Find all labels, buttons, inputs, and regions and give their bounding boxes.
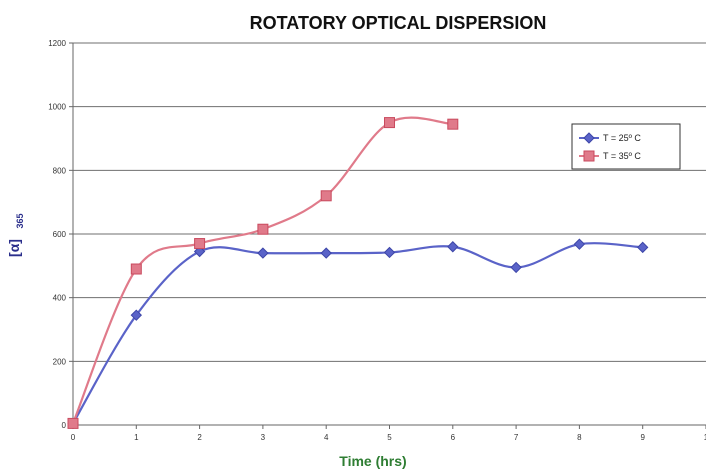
axes: [69, 42, 706, 429]
x-tick-label-9-9: 9: [640, 433, 645, 442]
y-tick-label-200: 200: [53, 357, 67, 366]
legend-label-1: T = 25º C: [603, 133, 641, 143]
legend-label-2: T = 35º C: [603, 151, 641, 161]
grid-lines: [73, 42, 706, 362]
series-1-point-1: [130, 309, 143, 321]
series-1-point-7: [510, 261, 522, 274]
series-2-point-2: [194, 238, 206, 250]
tick-labels: 0 200 400 600 800 1000 1200 0 1 2 3 4 5 6 7 8 9 1: [48, 39, 706, 442]
series-2-point-3: [257, 223, 269, 235]
y-tick-label-600: 600: [53, 230, 67, 239]
x-tick-label-2-2: 2: [197, 433, 202, 442]
series-line-1: [72, 242, 643, 424]
legend-marker-2: [583, 150, 595, 162]
legend: T = 25º C T = 35º C: [571, 123, 681, 170]
y-axis-label-group: [α] 365: [6, 213, 25, 256]
series-2-point-4: [320, 190, 332, 202]
series-2-point-5: [384, 117, 395, 129]
x-tick-label-5-5: 5: [387, 433, 392, 442]
x-tick-label-3-3: 3: [261, 433, 266, 442]
data-series: [67, 116, 649, 430]
series-1-point-5: [383, 246, 396, 259]
chart-title: ROTATORY OPTICAL DISPERSION: [250, 13, 547, 33]
y-tick-label-800: 800: [53, 166, 67, 175]
y-tick-label-400: 400: [53, 294, 67, 303]
series-2-point-1: [130, 263, 142, 275]
x-tick-label-8-8: 8: [577, 433, 582, 442]
y-tick-label-0: 0: [62, 421, 67, 430]
series-2-point-0: [67, 417, 79, 429]
series-1-point-4: [320, 247, 332, 259]
x-tick-label-1-10: 1: [704, 433, 706, 442]
series-2: [67, 116, 459, 429]
series-2-point-6: [447, 118, 459, 130]
series-1-point-3: [257, 247, 269, 259]
y-axis-label: [α]: [6, 239, 22, 257]
legend-box: [571, 123, 681, 170]
x-tick-label-4-4: 4: [324, 433, 329, 442]
x-tick-label-0-0: 0: [71, 433, 76, 442]
series-1-point-9: [636, 241, 649, 254]
y-tick-label-1000: 1000: [48, 103, 66, 112]
y-tick-label-1200: 1200: [48, 39, 66, 48]
x-tick-label-7-7: 7: [514, 433, 519, 442]
y-axis-label-subscript: 365: [15, 213, 25, 228]
series-1-point-8: [573, 238, 586, 250]
series-1-point-6: [447, 241, 459, 253]
x-tick-label-6-6: 6: [451, 433, 456, 442]
series-line-2: [71, 116, 453, 424]
x-tick-label-1-1: 1: [134, 433, 139, 442]
series-1: [67, 238, 649, 430]
legend-marker-1: [583, 132, 595, 144]
x-axis-label: Time (hrs): [339, 453, 406, 469]
